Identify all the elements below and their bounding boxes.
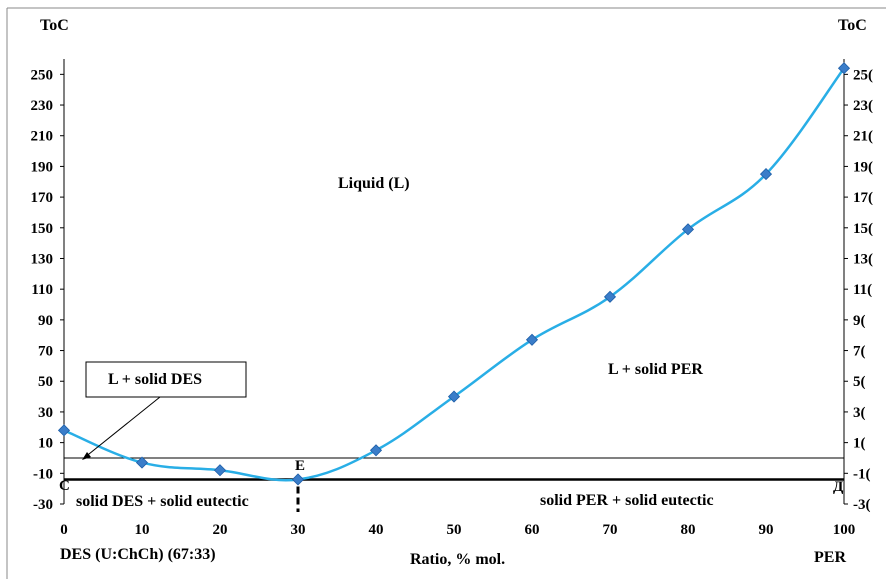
y-tick-label-right: 13( [853,251,873,267]
data-point-marker [681,223,695,236]
y-tick-label-right: 5( [853,374,866,390]
data-point-marker [135,456,149,469]
x-tick-label: 100 [833,522,856,538]
label-l-solid-per: L + solid PER [608,361,703,378]
x-tick-label: 30 [291,522,306,538]
y-tick-label-left: -30 [33,497,53,513]
y-tick-label-right: 9( [853,313,866,329]
data-point-marker [759,168,773,181]
data-point-markers [57,62,851,486]
x-axis-right-label: PER [814,549,846,566]
label-liquid: Liquid (L) [338,175,410,192]
data-point-marker [837,62,851,75]
y-tick-label-right: 21( [853,129,873,145]
x-axis-title: Ratio, % mol. [410,551,505,568]
callout-box-l-solid-des [85,361,247,398]
data-point-marker [57,424,71,437]
y-tick-label-right: 23( [853,98,873,114]
data-point-marker [291,473,305,486]
x-tick-label: 70 [603,522,618,538]
x-tick-label: 90 [759,522,774,538]
left-axis-unit-label: ToC [40,17,69,34]
y-tick-label-left: 170 [31,190,54,206]
label-point-e: E [295,458,305,474]
y-tick-label-left: 30 [38,405,53,421]
y-tick-label-left: 250 [31,67,54,83]
y-tick-label-right: 11( [853,282,872,298]
data-point-marker [369,444,383,457]
y-tick-label-left: -10 [33,466,53,482]
callout-label-l-solid-des: L + solid DES [108,371,202,388]
callout-arrow [83,396,161,459]
label-point-d: Д [833,479,844,495]
y-tick-label-right: 25( [853,67,873,83]
x-tick-label: 40 [369,522,384,538]
y-tick-label-left: 90 [38,313,53,329]
label-solid-per-eutectic: solid PER + solid eutectic [540,492,714,509]
x-tick-label: 80 [681,522,696,538]
liquidus-line [63,67,846,482]
right-axis-unit-label: ToC [838,17,867,34]
x-tick-label: 20 [213,522,228,538]
y-tick-label-left: 210 [31,129,54,145]
callout-arrowhead [82,452,91,460]
y-tick-label-left: 70 [38,344,53,360]
y-tick-label-left: 230 [31,98,54,114]
y-tick-label-right: 1( [853,436,866,452]
y-tick-label-left: 10 [38,436,53,452]
y-tick-label-right: -3( [853,497,871,513]
data-point-marker [447,390,461,403]
x-tick-label: 0 [60,522,68,538]
y-tick-label-left: 50 [38,374,53,390]
x-tick-labels: 0 10 20 30 40 50 60 70 80 90 100 [60,522,855,538]
data-point-marker [603,290,617,303]
x-axis-left-label: DES (U:ChCh) (67:33) [60,546,216,563]
y-tick-label-right: 3( [853,405,866,421]
y-tick-label-right: 17( [853,190,873,206]
y-tick-label-right: 19( [853,159,873,175]
x-tick-label: 10 [135,522,150,538]
y-tick-label-right: 15( [853,221,873,237]
y-tick-label-left: 110 [31,282,53,298]
y-tick-label-right: 7( [853,344,866,360]
y-tick-label-left: 130 [31,251,54,267]
right-y-tick-labels: 25( 23( 21( 19( 17( 15( 13( 11( 9( 7( 5( 3( 1( -1( -3( [844,67,873,513]
y-tick-label-left: 150 [31,221,54,237]
label-point-c: C [59,478,70,494]
left-y-tick-labels: 250 230 210 190 170 150 130 110 90 70 50 30 10 -10 -30 [31,67,64,513]
label-solid-des-eutectic: solid DES + solid eutectic [76,493,249,510]
x-tick-label: 50 [447,522,462,538]
x-tick-label: 60 [525,522,540,538]
data-point-marker [525,333,539,346]
y-tick-label-left: 190 [31,159,54,175]
data-point-marker [213,464,227,477]
y-tick-label-right: -1( [853,466,871,482]
